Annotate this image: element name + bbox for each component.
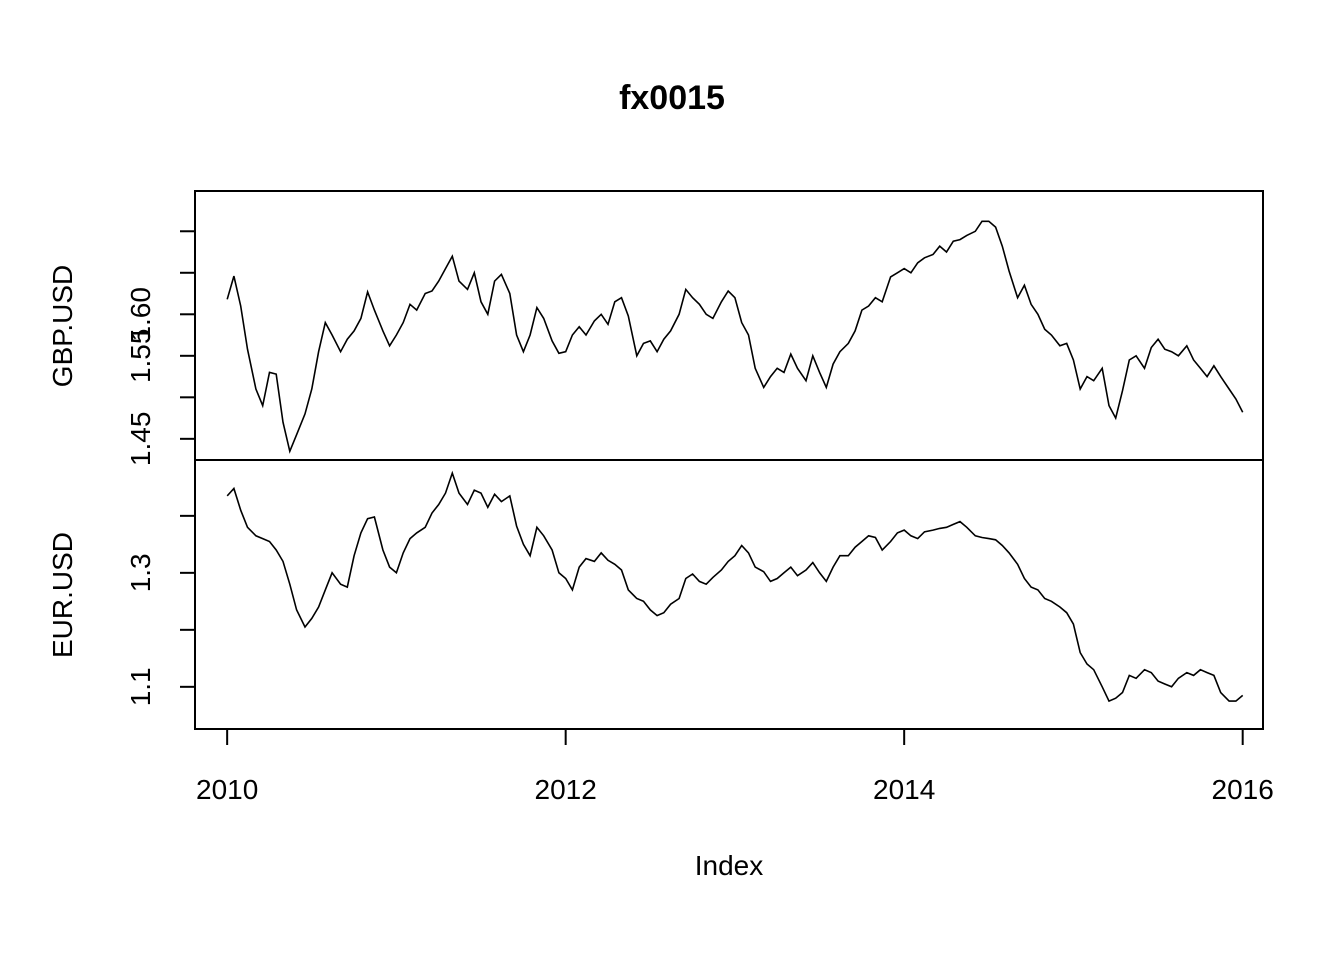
x-tick-label: 2012 — [535, 774, 597, 805]
y-tick-label: 1.60 — [125, 287, 156, 342]
eurusd-y-axis: 1.1 1.3 — [125, 514, 195, 706]
y-tick-label: 1.55 — [125, 329, 156, 384]
chart-title: fx0015 — [619, 79, 725, 117]
gbpusd-y-axis-label: GBP.USD — [47, 265, 78, 387]
x-tick-label: 2014 — [873, 774, 935, 805]
x-axis-label: Index — [695, 850, 764, 881]
y-tick-label: 1.3 — [125, 553, 156, 592]
y-tick-label: 1.45 — [125, 412, 156, 467]
eurusd-y-axis-label: EUR.USD — [47, 532, 78, 658]
x-tick-label: 2016 — [1212, 774, 1274, 805]
eurusd-line — [226, 470, 1244, 703]
x-tick-label: 2010 — [196, 774, 258, 805]
gbpusd-panel-frame — [194, 190, 1264, 461]
gbpusd-line — [226, 220, 1244, 454]
x-axis: 2010 2012 2014 2016 — [196, 728, 1274, 805]
y-tick-label: 1.1 — [125, 667, 156, 706]
gbpusd-y-axis: 1.45 1.551.60 — [125, 230, 195, 467]
